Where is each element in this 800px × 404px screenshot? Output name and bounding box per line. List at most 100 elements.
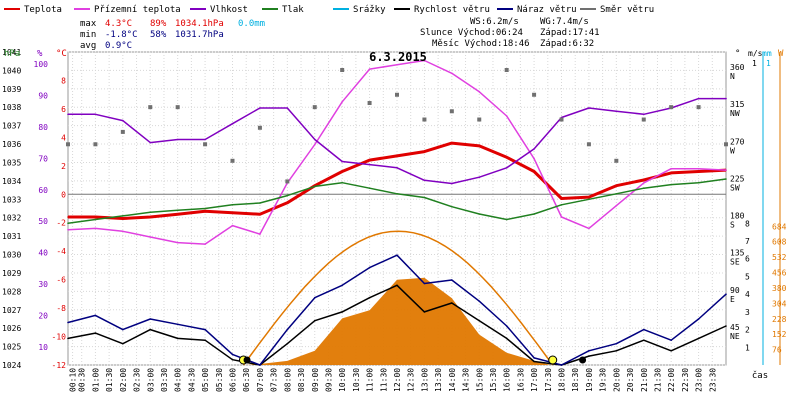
series-point: [149, 328, 152, 331]
wind-direction-point: [203, 142, 208, 147]
series-point: [588, 198, 590, 201]
series-point: [368, 266, 371, 269]
temp-tick-label: 4: [61, 133, 66, 142]
series-point: [505, 115, 508, 117]
hpa-tick-label: 1040: [2, 66, 21, 75]
series-point: [588, 227, 590, 230]
x-tick-label: 20:30: [626, 368, 635, 392]
series-point: [341, 311, 344, 313]
solar-tick-label: 152: [772, 330, 787, 339]
series-point: [451, 142, 453, 144]
series-point: [259, 107, 261, 109]
series-point: [314, 185, 316, 188]
x-tick-label: 00:30: [78, 368, 87, 392]
series-point: [725, 97, 727, 100]
series-point: [204, 339, 206, 342]
series-point: [122, 215, 124, 217]
dir-tick-label: 90: [730, 286, 740, 295]
series-point: [368, 296, 371, 299]
temp-tick-label: 0: [61, 190, 66, 199]
pct-tick-label: 90: [38, 91, 48, 100]
series-point: [560, 216, 563, 218]
dir-tick-label: 45: [730, 323, 740, 332]
x-tick-label: 07:30: [270, 368, 279, 392]
hpa-tick-label: 1032: [2, 214, 21, 223]
info-moonset: Západ:6:32: [540, 39, 594, 49]
wind-tick-label: 7: [745, 237, 750, 246]
dir-compass-label: NE: [730, 332, 740, 341]
wind-tick-label: 4: [745, 290, 750, 299]
series-point: [149, 141, 152, 144]
series-point: [259, 213, 261, 215]
temp-unit-label: °C: [56, 49, 67, 59]
info-sunset: Západ:17:41: [540, 28, 600, 38]
legend-label: Rychlost větru: [414, 5, 490, 15]
stats-temp-avg: 0.9°C: [105, 41, 132, 51]
series-point: [204, 210, 206, 213]
wind-direction-point: [285, 179, 290, 184]
dir-compass-label: E: [730, 295, 735, 304]
rain-unit-label: mm: [762, 49, 772, 58]
x-tick-label: 16:00: [503, 368, 512, 392]
wind-direction-point: [532, 92, 537, 97]
series-point: [231, 358, 234, 361]
x-tick-label: 02:00: [119, 368, 128, 392]
series-point: [451, 182, 453, 185]
series-point: [286, 328, 289, 331]
x-tick-label: 09:00: [311, 368, 320, 392]
series-point: [697, 97, 700, 100]
temp-tick-label: -12: [52, 361, 67, 370]
series-point: [231, 122, 234, 125]
series-point: [204, 138, 206, 141]
x-tick-label: 18:30: [571, 368, 580, 392]
hpa-tick-label: 1029: [2, 269, 21, 278]
hpa-tick-label: 1037: [2, 122, 21, 131]
x-tick-label: 17:30: [544, 368, 553, 392]
dir-tick-label: 180: [730, 212, 745, 221]
wind-direction-point: [257, 125, 262, 130]
x-tick-label: 11:00: [366, 368, 375, 392]
series-point: [176, 337, 179, 340]
hpa-tick-label: 1036: [2, 140, 21, 149]
series-point: [451, 302, 453, 304]
series-point: [423, 311, 426, 313]
series-point: [643, 179, 645, 181]
axes: 00:10 00:30 01:00 01:30 02:00 02:30 03:00 03:30…: [2, 48, 787, 392]
x-tick-label: 11:30: [379, 368, 388, 392]
x-axis-label: čas: [752, 370, 768, 381]
series-point: [588, 355, 590, 357]
wind-direction-point: [148, 105, 153, 110]
series-point: [451, 205, 453, 208]
stats-temp-min: -1.8°C: [105, 30, 138, 40]
series-point: [725, 325, 727, 327]
series-point: [670, 183, 672, 186]
stats-press-min: 1031.7hPa: [175, 30, 224, 40]
solar-tick-label: 608: [772, 238, 787, 247]
series-point: [615, 110, 618, 112]
wind-direction-point: [724, 142, 728, 147]
series-point: [725, 169, 727, 171]
series-point: [560, 204, 563, 206]
dir-compass-label: NW: [730, 109, 740, 118]
series-point: [149, 236, 152, 238]
wind-direction-series: [66, 68, 728, 184]
solar-unit-label: W: [778, 49, 784, 59]
moonset-marker: [243, 356, 251, 364]
solar-tick-label: 304: [772, 299, 787, 308]
series-point: [94, 314, 97, 317]
hpa-unit-label: hPa: [4, 49, 20, 59]
x-tick-label: 22:00: [667, 368, 676, 392]
series-point: [505, 218, 508, 221]
hpa-tick-label: 1028: [2, 287, 21, 296]
wind-tick-label: 3: [745, 308, 750, 317]
series-point: [423, 282, 426, 285]
data-series: [67, 59, 727, 366]
series-point: [615, 204, 618, 207]
hpa-tick-label: 1033: [2, 195, 21, 204]
wind-direction-point: [449, 109, 454, 114]
series-point: [670, 172, 672, 174]
x-tick-label: 05:00: [201, 368, 210, 392]
dir-unit-label: °: [735, 49, 740, 59]
dir-tick-label: 360: [730, 63, 745, 72]
